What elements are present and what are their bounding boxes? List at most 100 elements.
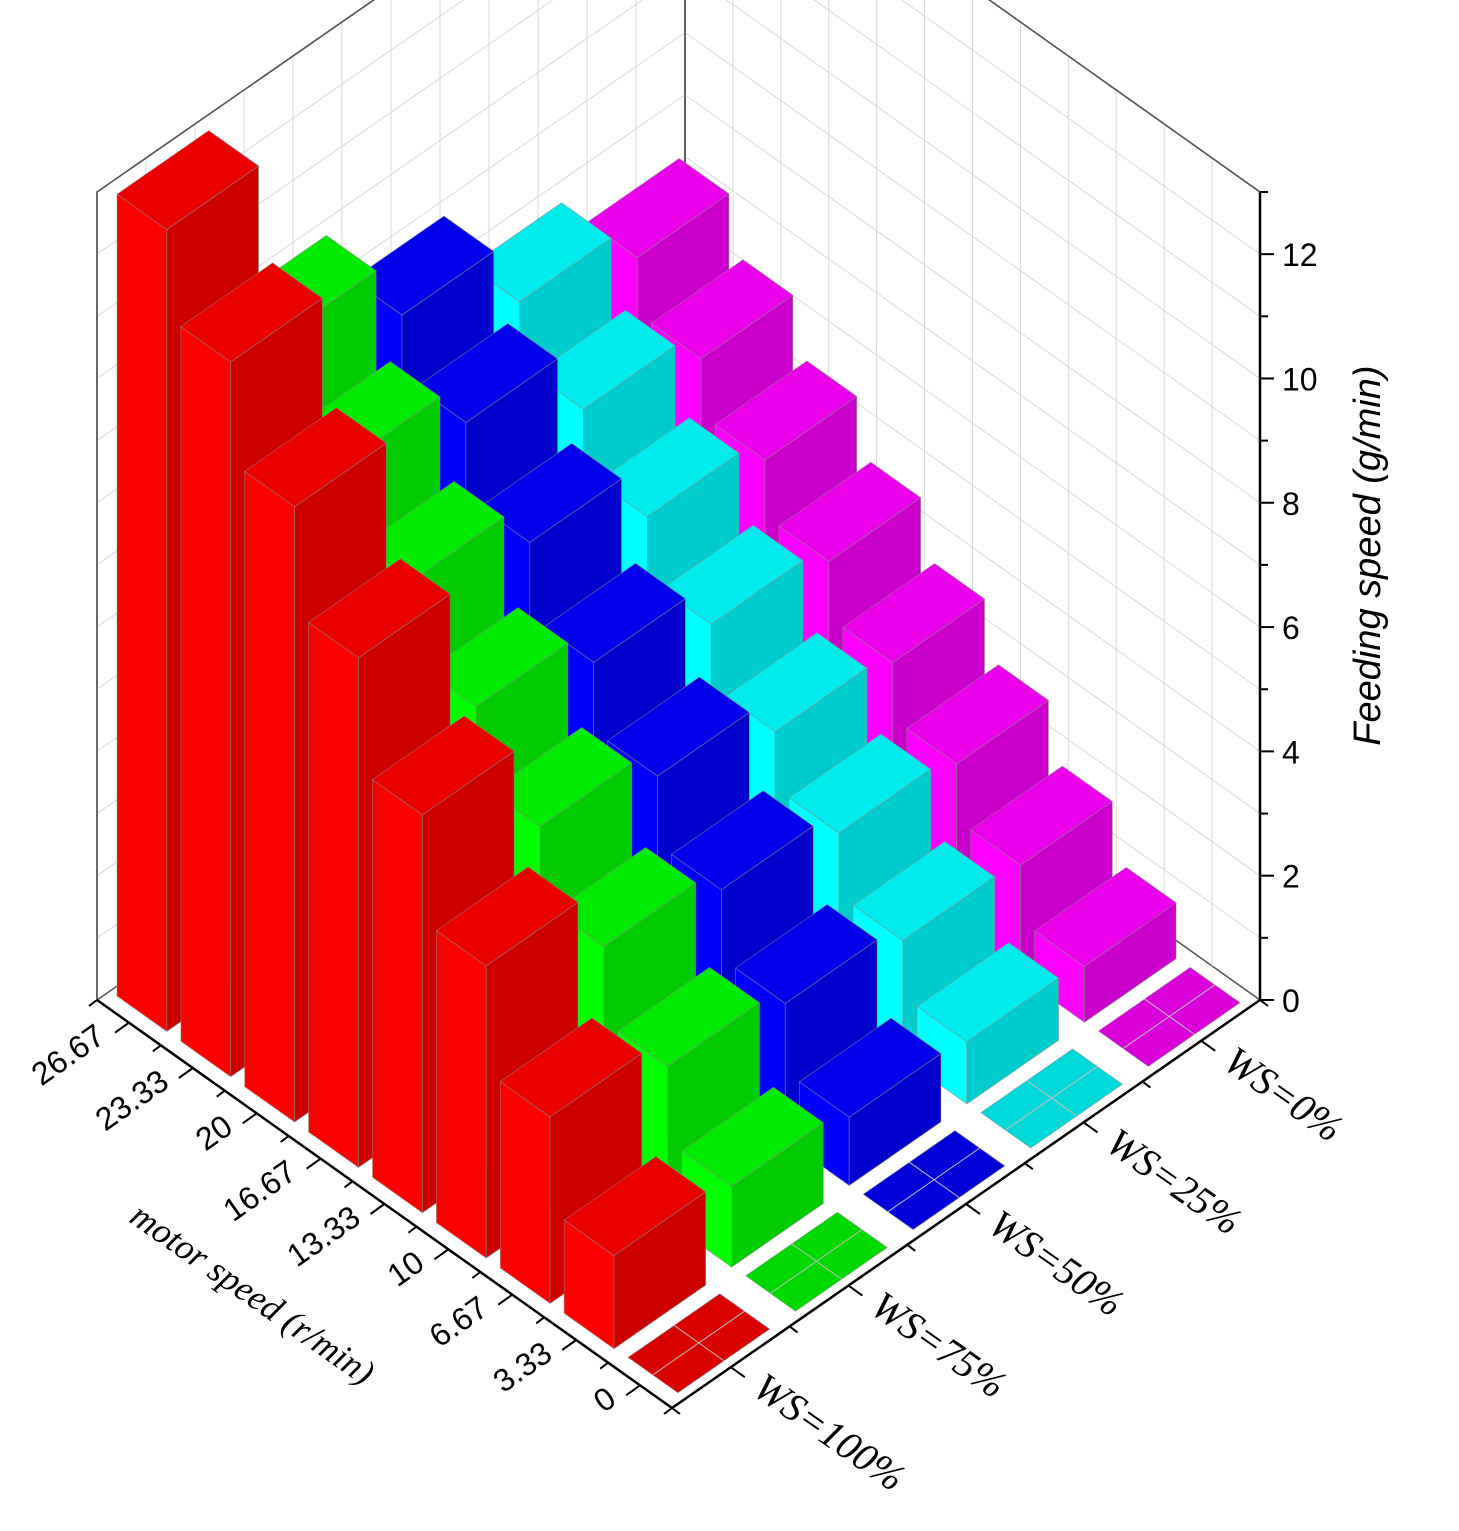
bar-WS=25%-3.33 (916, 942, 1060, 1105)
bar-top (244, 407, 387, 508)
bar-top (371, 715, 515, 816)
chart-bars (116, 130, 1241, 1394)
x-tick-label: 16.67 (216, 1153, 302, 1228)
bar-face-left (372, 778, 423, 1214)
x-minor-tick (599, 1361, 609, 1370)
x-tick-label: 13.33 (280, 1198, 366, 1273)
bar-top (681, 1086, 824, 1187)
x-tick (369, 1203, 386, 1215)
tile-grid (908, 1161, 960, 1198)
bar-face-left (308, 621, 359, 1169)
y-category-label: WS=75% (863, 1282, 1015, 1407)
bar-WS=75%-0 (745, 1211, 888, 1312)
bar-top (607, 676, 750, 777)
chart-axes (88, 191, 1274, 1415)
x-tick-label: 20 (189, 1108, 239, 1158)
y-minor-tick (1024, 1162, 1034, 1170)
bar-WS=100%-0 (627, 1293, 771, 1394)
z-tick-label: 0 (1282, 983, 1300, 1019)
bar-top (563, 1156, 707, 1256)
bar-top (734, 903, 878, 1004)
z-tick-label: 10 (1282, 361, 1318, 397)
right-wall-grid-h (684, 156, 1261, 566)
right-wall-grid-h (725, 0, 1261, 379)
y-minor-tick (788, 1325, 799, 1334)
z-tick-label: 4 (1282, 734, 1300, 770)
right-wall-grid-h (684, 32, 1261, 442)
bar-face-left (435, 929, 487, 1259)
bar-top (788, 733, 932, 834)
x-tick (625, 1384, 641, 1397)
x-minor-tick (407, 1225, 418, 1234)
z-tick-label: 6 (1282, 610, 1300, 646)
bar-top (670, 790, 814, 891)
bar-top (798, 1017, 942, 1118)
x-tick-label: 26.67 (25, 1017, 111, 1092)
x-minor-tick (216, 1089, 226, 1098)
bar-WS=25%-0 (980, 1048, 1124, 1149)
bar-WS=100%-3.33 (563, 1156, 707, 1350)
right-wall-grid-h (900, 0, 1261, 255)
bar-top (906, 664, 1050, 765)
bar-top (180, 262, 324, 363)
x-minor-tick (88, 999, 98, 1007)
bar-top (842, 563, 986, 664)
bar-WS=0%-0 (1097, 966, 1241, 1067)
x-tick-label: 6.67 (423, 1289, 495, 1354)
y-tick (730, 1366, 746, 1379)
x-tick-label: 3.33 (487, 1334, 559, 1399)
x-minor-tick (663, 1407, 673, 1415)
x-tick (242, 1112, 258, 1125)
tile-grid (1026, 1080, 1077, 1117)
bar-face-left (244, 470, 296, 1123)
tile-grid (1144, 998, 1195, 1035)
x-tick (433, 1248, 449, 1261)
y-tick (965, 1203, 981, 1215)
bar-top (307, 558, 451, 659)
y-minor-tick (1141, 1080, 1152, 1089)
x-tick (178, 1067, 194, 1079)
x-minor-tick (152, 1044, 162, 1053)
bar-WS=0%-3.33 (1033, 866, 1177, 1024)
x-tick-label: 10 (381, 1244, 431, 1294)
x-tick (306, 1157, 322, 1170)
x-minor-tick (280, 1135, 290, 1143)
y-category-label: WS=50% (981, 1201, 1133, 1326)
z-axis-title: Feeding speed (g/min) (1347, 365, 1389, 745)
z-tick-label: 2 (1282, 859, 1300, 895)
x-tick (561, 1339, 577, 1351)
tile-grid (791, 1243, 842, 1280)
bar-WS=50%-0 (862, 1130, 1006, 1231)
x-tick (114, 1021, 130, 1034)
bar-top (970, 765, 1113, 866)
x-tick-label: 0 (587, 1380, 622, 1420)
bar-face-left (116, 193, 168, 1033)
bar-top (116, 130, 260, 231)
bar-top (714, 360, 858, 461)
z-tick-label: 12 (1282, 237, 1318, 273)
right-wall-grid-h (684, 94, 1261, 504)
y-tick (1083, 1121, 1099, 1134)
bar-face-left (499, 1080, 551, 1305)
bar-WS=50%-3.33 (798, 1017, 942, 1187)
y-category-label: WS=0% (1216, 1037, 1351, 1151)
bar-top (435, 866, 579, 967)
x-tick-label: 23.33 (89, 1062, 175, 1137)
x-minor-tick (343, 1180, 354, 1189)
y-category-label: WS=25% (1098, 1119, 1250, 1244)
bar-top (499, 1017, 643, 1118)
x-minor-tick (535, 1316, 545, 1325)
right-wall-grid-h (813, 0, 1261, 317)
bar-top (1033, 866, 1177, 967)
tile-grid (673, 1324, 725, 1362)
bar-top (650, 259, 794, 360)
y-tick (1200, 1039, 1216, 1052)
bar-top (617, 966, 761, 1067)
bar-top (916, 942, 1060, 1043)
x-tick (497, 1293, 513, 1306)
bar-top (778, 461, 922, 562)
bar-face-left (180, 325, 232, 1078)
y-minor-tick (906, 1244, 916, 1252)
bar-top (852, 841, 996, 941)
